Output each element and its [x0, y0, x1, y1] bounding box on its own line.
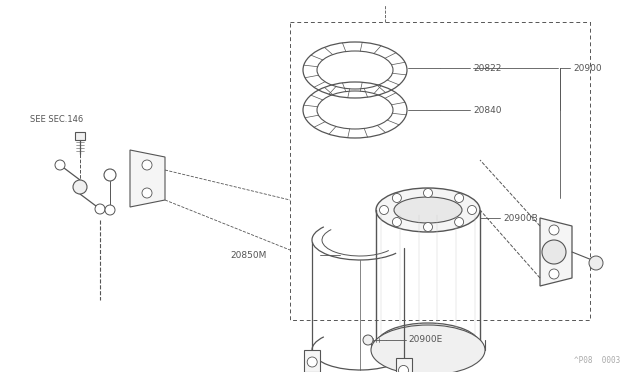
Polygon shape	[75, 132, 85, 140]
Circle shape	[363, 335, 373, 345]
Text: 20900E: 20900E	[408, 336, 442, 344]
Text: 20900B: 20900B	[503, 214, 538, 222]
Text: ^P08  0003: ^P08 0003	[573, 356, 620, 365]
Circle shape	[392, 218, 401, 227]
Circle shape	[424, 189, 433, 198]
Ellipse shape	[394, 197, 462, 223]
Text: 20840: 20840	[473, 106, 502, 115]
Circle shape	[392, 193, 401, 202]
Circle shape	[549, 269, 559, 279]
Ellipse shape	[542, 240, 566, 264]
Circle shape	[55, 160, 65, 170]
Circle shape	[424, 222, 433, 231]
Circle shape	[95, 204, 105, 214]
Circle shape	[142, 188, 152, 198]
Circle shape	[380, 205, 388, 215]
Circle shape	[104, 169, 116, 181]
Circle shape	[73, 180, 87, 194]
Ellipse shape	[371, 325, 485, 372]
Circle shape	[589, 256, 603, 270]
Polygon shape	[304, 350, 320, 372]
Circle shape	[399, 365, 408, 372]
Polygon shape	[130, 150, 165, 207]
Circle shape	[454, 218, 463, 227]
Circle shape	[454, 193, 463, 202]
Text: 20850M: 20850M	[230, 250, 266, 260]
Polygon shape	[540, 218, 572, 286]
Circle shape	[549, 225, 559, 235]
Text: 20900: 20900	[573, 64, 602, 73]
Circle shape	[467, 205, 477, 215]
Circle shape	[105, 205, 115, 215]
Polygon shape	[396, 359, 412, 372]
Circle shape	[307, 357, 317, 367]
Text: 20822: 20822	[473, 64, 501, 73]
Text: SEE SEC.146: SEE SEC.146	[30, 115, 83, 124]
Ellipse shape	[376, 323, 480, 367]
Circle shape	[142, 160, 152, 170]
Ellipse shape	[376, 188, 480, 232]
